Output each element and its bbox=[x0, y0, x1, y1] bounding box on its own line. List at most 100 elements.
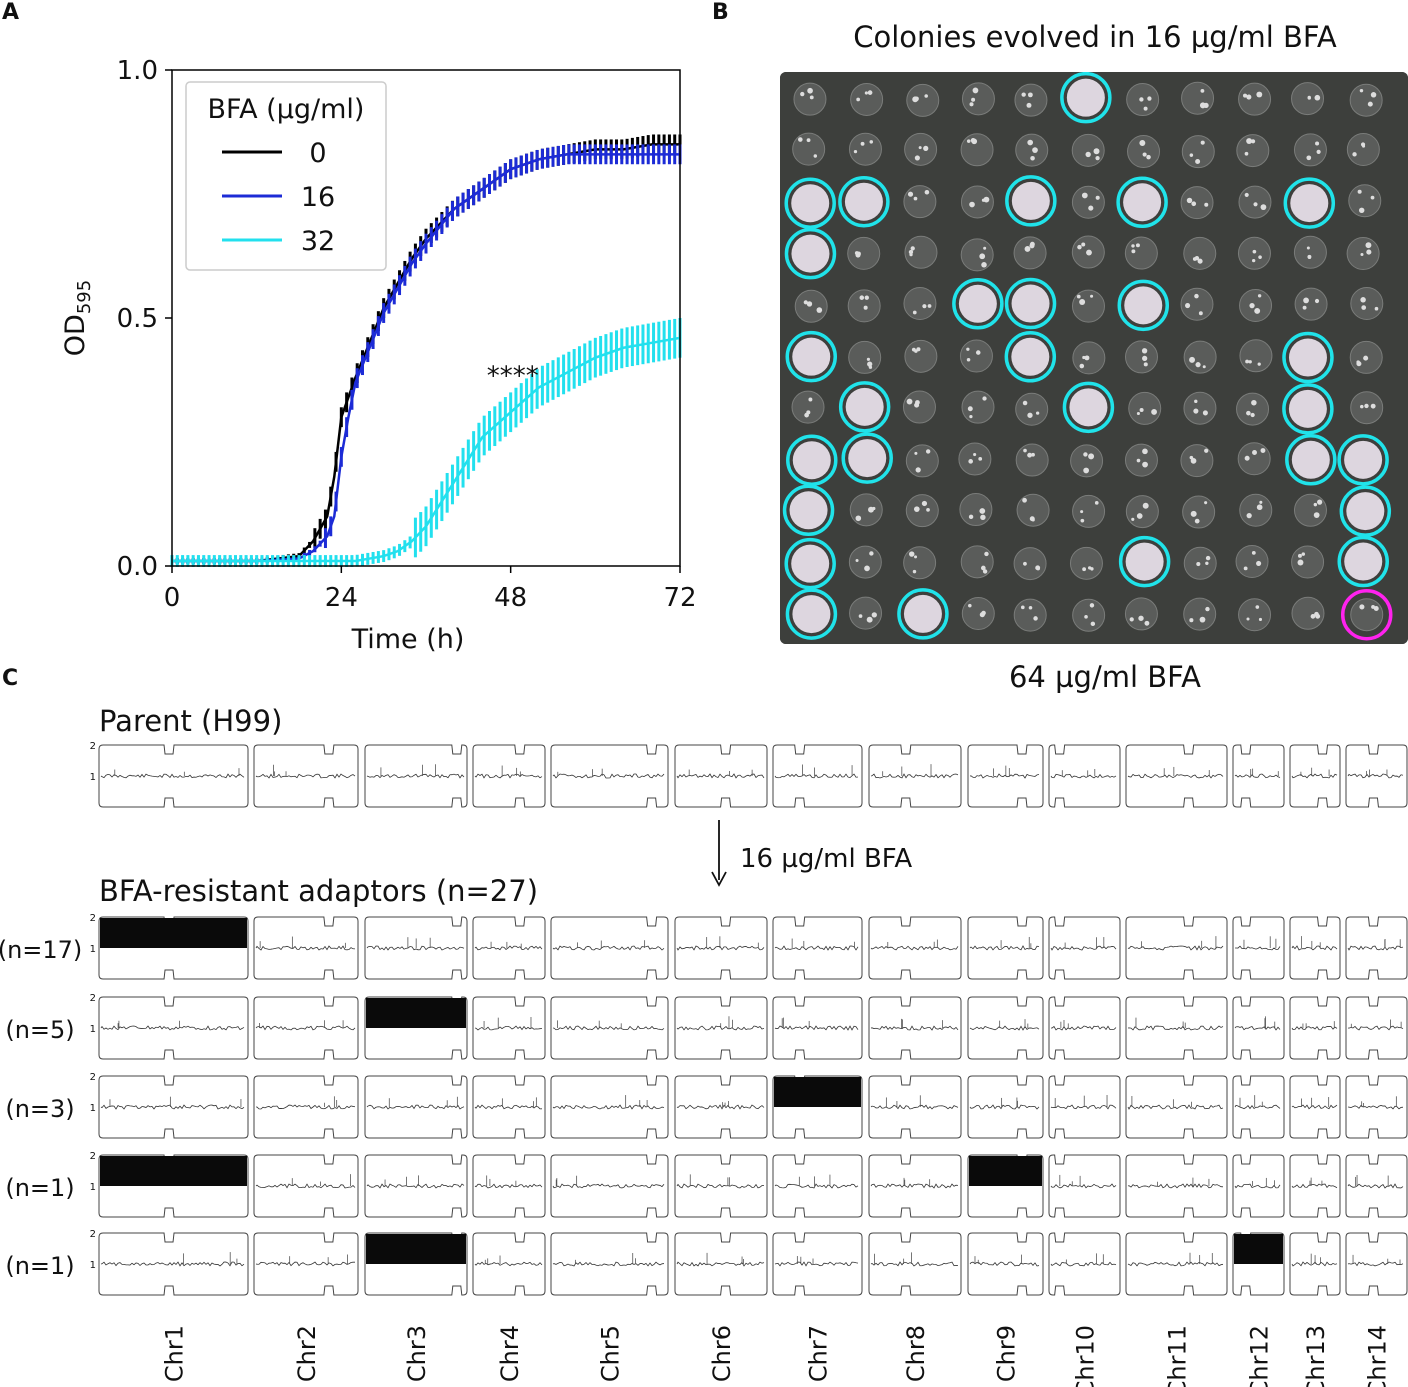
chromosome-outline bbox=[868, 1075, 962, 1139]
colony bbox=[904, 235, 938, 269]
chromosome-outline bbox=[550, 744, 669, 808]
chromosome-Chr5 bbox=[550, 744, 669, 808]
speck bbox=[966, 357, 971, 362]
chromosome-Chr10 bbox=[1048, 996, 1121, 1060]
speck bbox=[1029, 516, 1035, 522]
speck bbox=[1135, 243, 1140, 248]
y-tick-label: 0.5 bbox=[117, 304, 158, 334]
chromosome-Chr3 bbox=[364, 1154, 468, 1218]
colony-spot bbox=[1239, 288, 1273, 322]
copy-number-trace bbox=[552, 1025, 665, 1031]
copy-number-trace bbox=[552, 945, 665, 951]
colony bbox=[1346, 132, 1380, 166]
colony-spot bbox=[1237, 442, 1271, 476]
colony-spot bbox=[1235, 545, 1269, 579]
speck bbox=[1131, 244, 1135, 248]
chromosome-outline bbox=[772, 744, 863, 808]
chromosome-Chr6 bbox=[674, 1232, 768, 1296]
speck bbox=[1083, 467, 1090, 474]
speck bbox=[1191, 201, 1197, 207]
speck bbox=[1251, 139, 1256, 144]
chromosome-Chr2 bbox=[253, 916, 359, 980]
speck bbox=[1028, 606, 1033, 610]
copy-number-trace bbox=[1291, 1104, 1338, 1110]
speck bbox=[858, 614, 863, 618]
colony-spot bbox=[1069, 546, 1103, 580]
speck bbox=[1021, 92, 1026, 97]
copy-number-trace bbox=[676, 773, 765, 779]
adaptor-row: 21 bbox=[90, 1229, 1408, 1296]
chromosome-outline bbox=[1048, 996, 1121, 1060]
speck bbox=[1192, 257, 1197, 261]
chromosome-Chr5 bbox=[550, 996, 669, 1060]
copy-number-trace bbox=[1347, 945, 1404, 951]
speck bbox=[1195, 158, 1201, 164]
speck bbox=[1020, 605, 1025, 610]
highlight-ring bbox=[838, 175, 890, 228]
colony bbox=[902, 390, 936, 424]
speck bbox=[1360, 297, 1366, 303]
chromosome-outline bbox=[967, 1232, 1044, 1296]
resistant-colony bbox=[1005, 175, 1057, 227]
speck bbox=[970, 137, 976, 143]
copy-number-trace bbox=[774, 773, 859, 779]
chromosome-outline bbox=[1125, 1154, 1228, 1218]
copy-number-trace bbox=[474, 945, 543, 951]
colony bbox=[1124, 443, 1158, 477]
speck bbox=[969, 102, 974, 107]
highlight-ring bbox=[1337, 434, 1389, 486]
chromosome-Chr3 bbox=[364, 1232, 468, 1296]
colony bbox=[845, 387, 884, 426]
chromosome-Chr13 bbox=[1289, 1232, 1341, 1296]
speck bbox=[921, 500, 928, 507]
colony bbox=[1011, 181, 1050, 220]
chromosome-outline bbox=[674, 916, 768, 980]
copy-number-trace bbox=[366, 1104, 465, 1110]
copy-number-trace bbox=[969, 1261, 1040, 1267]
colony bbox=[1180, 444, 1214, 478]
speck bbox=[1197, 258, 1203, 264]
copy-number-trace bbox=[552, 1183, 665, 1189]
chromosome-outline bbox=[772, 1075, 863, 1139]
chromosome-label: Chr12 bbox=[1246, 1325, 1274, 1387]
copy-number-trace bbox=[1050, 1183, 1117, 1189]
chromosome-Chr1 bbox=[98, 1232, 249, 1296]
chromosome-outline bbox=[472, 996, 546, 1060]
chromosome-outline bbox=[674, 1154, 768, 1218]
colony-spot bbox=[1180, 444, 1214, 478]
chromosome-outline bbox=[1345, 1075, 1408, 1139]
chromosome-outline bbox=[364, 1075, 468, 1139]
colony bbox=[1124, 286, 1163, 325]
speck bbox=[1356, 361, 1362, 367]
speck bbox=[1364, 403, 1369, 409]
copy-number-trace bbox=[1234, 1026, 1281, 1031]
colony-spot bbox=[1015, 443, 1049, 477]
colony bbox=[792, 441, 831, 480]
colony-spot bbox=[1072, 598, 1106, 632]
colony bbox=[1236, 134, 1270, 168]
sample-count-label: (n=3) bbox=[5, 1095, 74, 1123]
colony bbox=[792, 132, 826, 166]
adaptor-row: 21 bbox=[90, 1151, 1408, 1218]
chromosome-Chr6 bbox=[674, 996, 768, 1060]
chromosome-Chr5 bbox=[550, 1232, 669, 1296]
copy-number-trace bbox=[474, 1183, 543, 1189]
chromosome-Chr10 bbox=[1048, 916, 1121, 980]
chromosome-outline bbox=[364, 744, 468, 808]
speck bbox=[806, 138, 811, 143]
resistant-colony bbox=[782, 484, 835, 537]
colony bbox=[1183, 340, 1217, 374]
colony bbox=[1071, 289, 1105, 323]
colony bbox=[1238, 598, 1272, 632]
chromosome-outline bbox=[364, 916, 468, 980]
speck bbox=[1352, 152, 1357, 157]
speck bbox=[1033, 616, 1038, 621]
chromosome-Chr7 bbox=[772, 1075, 863, 1139]
chromosome-outline bbox=[1125, 1232, 1228, 1296]
chromosome-outline bbox=[1345, 1154, 1408, 1218]
speck bbox=[1035, 565, 1041, 571]
speck bbox=[1022, 497, 1027, 503]
speck bbox=[1203, 102, 1209, 109]
speck bbox=[912, 569, 917, 574]
speck bbox=[816, 307, 823, 313]
